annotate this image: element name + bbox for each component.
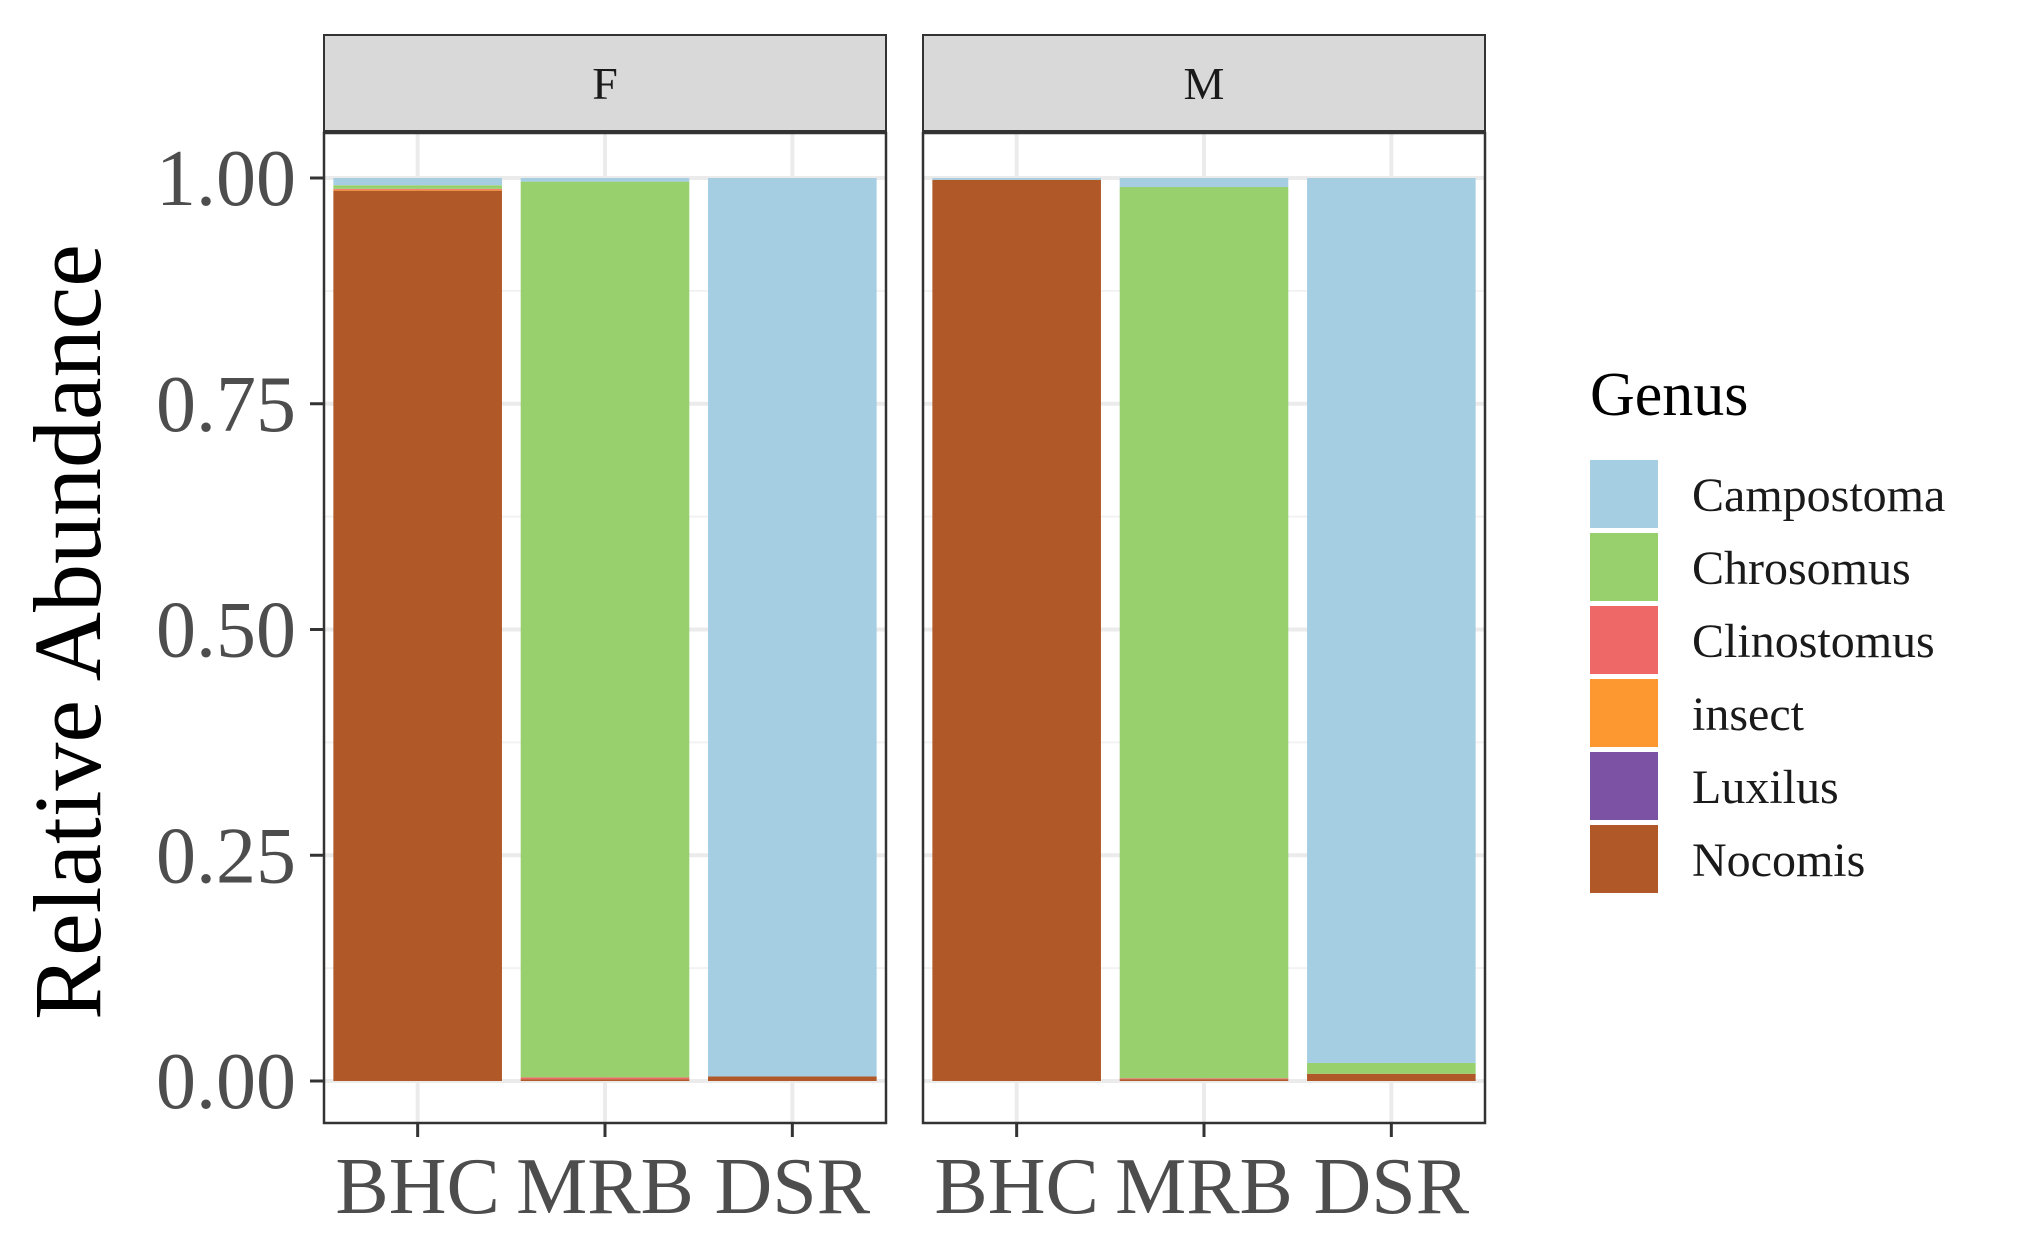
legend-swatch [1590,825,1658,893]
facet-strip [323,34,887,132]
x-tick-label: DSR [715,1143,871,1231]
bar-segment-nocomis [1307,1073,1476,1081]
bar-segment-campostoma [1307,178,1476,1063]
bar-segment-nocomis [708,1076,877,1081]
bar-segment-chrosomus [333,185,502,189]
y-axis: 0.00 0.25 0.50 0.75 1.00 [156,135,324,1126]
legend-label: Chrosomus [1692,542,1911,595]
bar-segment-campostoma [932,178,1101,180]
bar-BHC [333,178,502,1082]
bar-BHC [932,178,1101,1081]
facet-strip-label: F [592,58,618,109]
bar-MRB [520,178,690,1081]
y-axis-title: Relative Abundance [14,244,121,1020]
legend-swatch [1590,679,1658,747]
bar-segment-campostoma [333,178,502,186]
legend-item-clinostomus: Clinostomus [1590,606,1935,674]
bar-segment-nocomis [932,179,1101,1081]
legend-label: Clinostomus [1692,615,1935,668]
bar-segment-campostoma [520,178,690,182]
legend-item-chrosomus: Chrosomus [1590,533,1911,601]
x-tick-label: BHC [335,1143,500,1231]
bar-DSR [1307,178,1476,1081]
facet-panel-F: F BHC MRB DSR [322,34,888,1231]
legend-item-luxilus: Luxilus [1590,752,1839,820]
bar-segment-insect [333,189,502,191]
legend-item-insect: insect [1590,679,1805,747]
legend-swatch [1590,460,1658,528]
legend: Genus Campostoma Chrosomus Clinostomus insec… [1590,361,1945,893]
bar-segment-campostoma [708,178,877,1077]
y-tick-label: 1.00 [156,135,296,223]
legend-swatch [1590,606,1658,674]
legend-swatch [1590,533,1658,601]
bar-MRB [1119,178,1289,1081]
facet-strip [922,34,1486,132]
legend-label: Campostoma [1692,469,1945,522]
facet-panel-M: M BHC MRB DSR [921,34,1487,1231]
legend-label: Luxilus [1692,761,1839,814]
x-tick-label: MRB [516,1143,694,1231]
legend-item-campostoma: Campostoma [1590,460,1945,528]
bar-segment-chrosomus [1307,1062,1476,1074]
bar-segment-clinostomus [520,1077,690,1080]
legend-label: insect [1692,688,1805,741]
bar-segment-nocomis [333,190,502,1082]
x-tick-label: BHC [934,1143,1099,1231]
facet-strip-label: M [1184,58,1225,109]
legend-title: Genus [1590,361,1748,429]
y-tick-label: 0.00 [156,1038,296,1126]
bar-segment-clinostomus [1119,1078,1289,1080]
bar-DSR [708,178,877,1081]
y-tick-label: 0.50 [156,587,296,675]
bar-segment-clinostomus [333,188,502,190]
x-tick-label: DSR [1314,1143,1470,1231]
bar-segment-chrosomus [1119,187,1289,1079]
y-tick-label: 0.75 [156,361,296,449]
x-tick-label: MRB [1115,1143,1293,1231]
y-tick-label: 0.25 [156,812,296,900]
bar-segment-campostoma [1119,178,1289,188]
legend-item-nocomis: Nocomis [1590,825,1865,893]
legend-label: Nocomis [1692,834,1865,887]
legend-swatch [1590,752,1658,820]
bar-segment-nocomis [520,1079,690,1081]
bar-segment-chrosomus [520,181,690,1078]
bar-segment-nocomis [1119,1079,1289,1081]
